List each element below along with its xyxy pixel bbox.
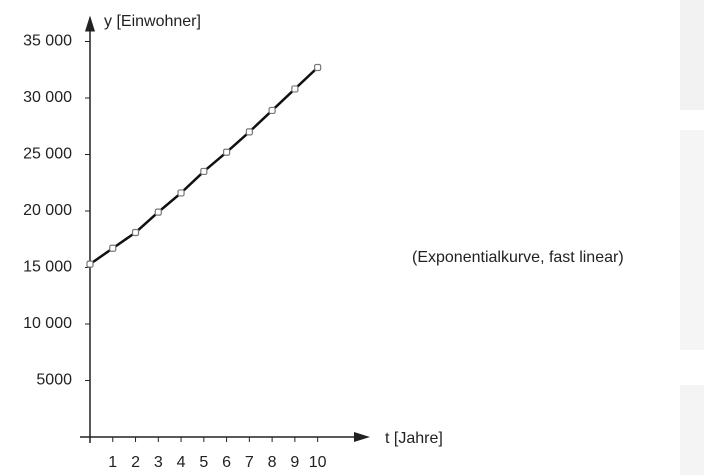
marker bbox=[131, 228, 140, 237]
y-tick-label: 20 000 bbox=[23, 202, 72, 219]
x-tick-label: 3 bbox=[154, 454, 163, 471]
x-tick-label: 8 bbox=[268, 454, 277, 471]
marker bbox=[200, 167, 208, 176]
y-axis-arrow bbox=[85, 15, 95, 32]
x-tick-label: 10 bbox=[309, 454, 327, 471]
x-tick-label: 6 bbox=[222, 454, 231, 471]
x-tick-label: 9 bbox=[290, 454, 299, 471]
marker bbox=[222, 148, 231, 156]
marker bbox=[177, 189, 185, 197]
y-tick-label: 5000 bbox=[36, 372, 72, 389]
x-tick-label: 2 bbox=[131, 454, 140, 471]
marker bbox=[109, 244, 117, 252]
marker bbox=[154, 208, 162, 216]
y-tick-label: 30 000 bbox=[23, 89, 72, 106]
background-panel bbox=[680, 130, 704, 350]
background-panel bbox=[680, 0, 704, 110]
marker bbox=[245, 128, 253, 136]
marker bbox=[268, 106, 276, 115]
x-axis-label: t [Jahre] bbox=[385, 430, 443, 447]
marker bbox=[314, 63, 322, 72]
annotation: (Exponentialkurve, fast linear) bbox=[412, 249, 624, 266]
x-tick-label: 1 bbox=[108, 454, 117, 471]
x-tick-label: 7 bbox=[245, 454, 254, 471]
x-tick-label: 4 bbox=[177, 454, 186, 471]
marker bbox=[86, 260, 94, 268]
y-tick-label: 25 000 bbox=[23, 146, 72, 163]
y-tick-label: 15 000 bbox=[23, 259, 72, 276]
marker bbox=[291, 85, 299, 93]
y-axis-label: y [Einwohner] bbox=[104, 13, 201, 30]
x-tick-label: 5 bbox=[199, 454, 208, 471]
x-axis-arrow bbox=[354, 432, 370, 442]
y-tick-label: 35 000 bbox=[23, 33, 72, 50]
curve bbox=[89, 66, 319, 266]
y-tick-label: 10 000 bbox=[23, 315, 72, 332]
background-panel bbox=[680, 385, 704, 475]
